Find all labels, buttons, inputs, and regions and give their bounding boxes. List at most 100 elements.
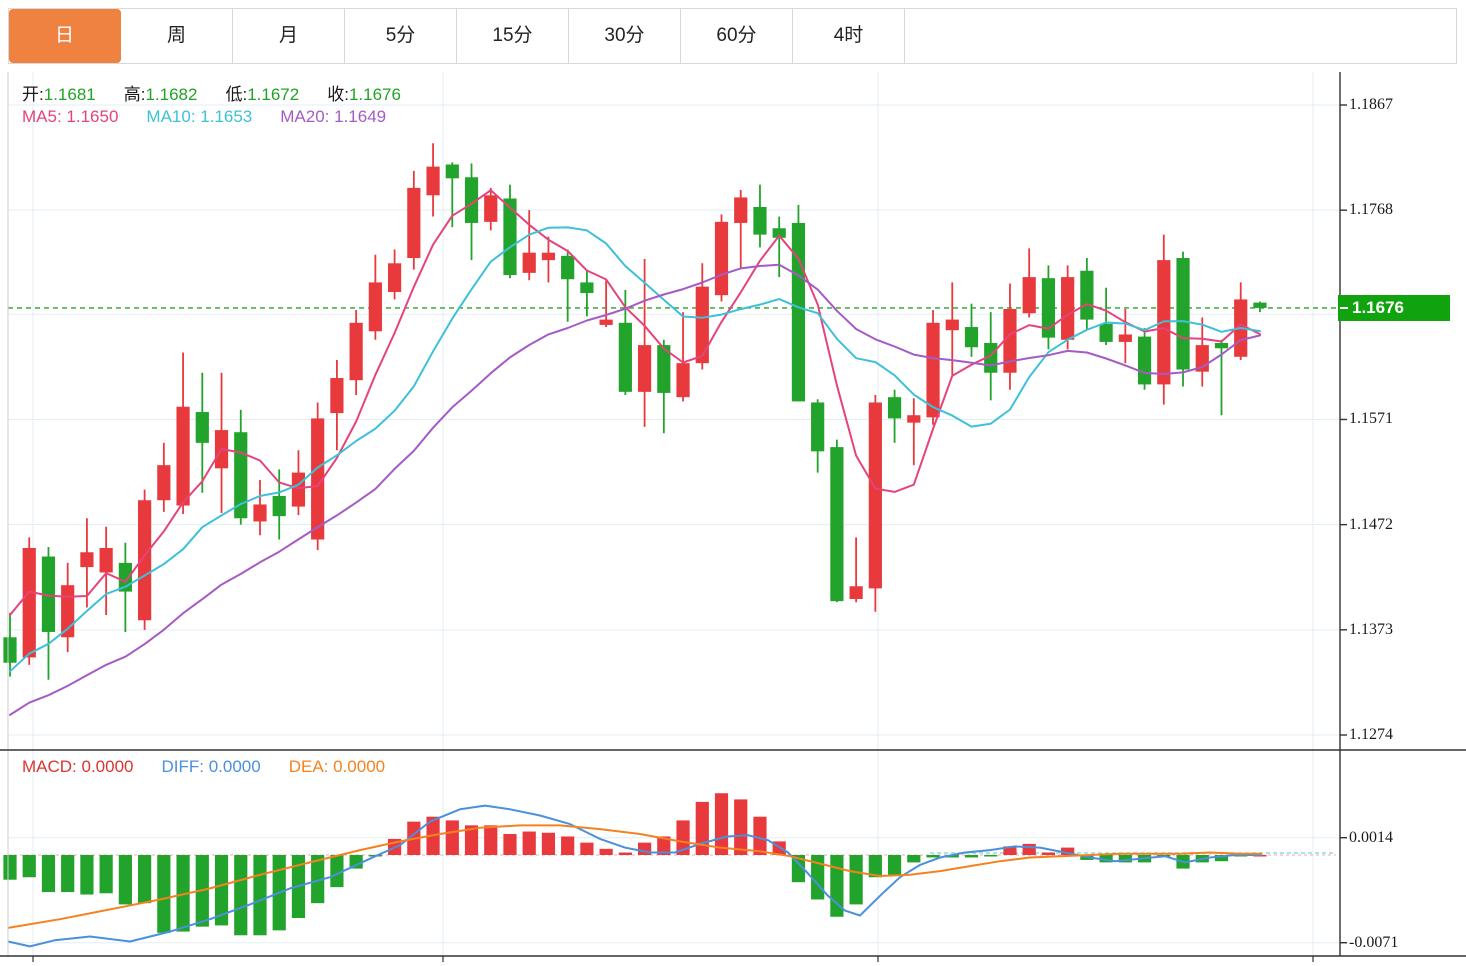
candle-body — [964, 327, 979, 348]
macd-bar — [99, 855, 113, 894]
price-tick-label: 1.1373 — [1349, 620, 1393, 638]
candle-body — [868, 402, 882, 589]
candle-body — [561, 255, 575, 280]
macd-bar — [734, 799, 748, 855]
candle-body — [176, 406, 190, 506]
tab-30min[interactable]: 30分 — [569, 9, 681, 63]
macd-dea-line — [7, 824, 1262, 929]
candle-body — [330, 378, 344, 414]
ma5-line — [9, 189, 1261, 616]
macd-item: MACD: 0.0000 — [22, 757, 134, 776]
macd-bar — [61, 855, 75, 893]
macd-bar — [22, 855, 36, 878]
candle-body — [580, 282, 594, 294]
candle-body — [522, 252, 536, 273]
candle-body — [791, 222, 806, 402]
candle-body — [157, 465, 171, 501]
candle-body — [1041, 278, 1056, 338]
macd-item: DEA: 0.0000 — [288, 757, 386, 776]
macd-bar — [214, 855, 229, 926]
candle-body — [195, 412, 209, 443]
candle-body — [1118, 334, 1132, 342]
macd-bar — [1214, 855, 1229, 862]
candle-body — [138, 500, 152, 621]
macd-bar — [3, 855, 17, 880]
candle-body — [368, 282, 382, 332]
tab-day[interactable]: 日 — [9, 9, 121, 63]
macd-bar — [311, 855, 325, 904]
tab-15min[interactable]: 15分 — [457, 9, 569, 63]
axes-layer — [0, 72, 1466, 962]
macd-bar — [964, 855, 979, 858]
macd-bar — [599, 848, 613, 855]
ohlc-item: 低:1.1672 — [225, 85, 300, 104]
macd-bar — [484, 825, 498, 855]
candle-body — [830, 447, 844, 602]
candle-body — [464, 177, 479, 223]
candle-body — [41, 556, 56, 632]
current-price-value: 1.1676 — [1352, 297, 1404, 317]
tab-week[interactable]: 周 — [121, 9, 233, 63]
macd-bar — [580, 842, 594, 855]
candle-body — [1099, 323, 1113, 342]
macd-bar — [907, 855, 921, 863]
price-tick-label: 1.1768 — [1349, 201, 1393, 219]
candle-body — [772, 228, 786, 238]
candle-body — [484, 195, 498, 222]
candle-body — [253, 504, 267, 522]
tab-month[interactable]: 月 — [233, 9, 345, 63]
candle-body — [426, 166, 440, 196]
candle-body — [1214, 342, 1229, 349]
macd-bar — [868, 855, 882, 878]
macd-bar — [1099, 855, 1113, 863]
candle-body — [1003, 308, 1017, 373]
tab-4hour[interactable]: 4时 — [793, 9, 905, 63]
candle-body — [234, 432, 248, 519]
candle-body — [676, 363, 690, 398]
candle-body — [657, 345, 671, 393]
candle-body — [637, 345, 652, 392]
macd-bar — [695, 801, 709, 855]
macd-bar — [1041, 852, 1056, 855]
macd-bar — [753, 816, 767, 855]
candle-body — [1022, 277, 1036, 314]
macd-bar — [349, 855, 363, 869]
candle-body — [311, 418, 325, 540]
candle-body — [1080, 270, 1094, 320]
macd-bar — [503, 833, 517, 855]
macd-bar — [445, 820, 459, 855]
candle-body — [734, 197, 748, 223]
candle-body — [503, 198, 517, 275]
macd-bar — [522, 831, 536, 855]
candle-body — [599, 319, 613, 325]
macd-bar — [1022, 843, 1036, 855]
macd-bar — [157, 855, 171, 933]
candle-body — [618, 322, 632, 392]
macd-diff-line — [7, 804, 1262, 948]
macd-bar — [138, 855, 152, 904]
ma-item: MA10: 1.1653 — [146, 107, 253, 126]
macd-bar — [330, 855, 344, 888]
candle-body — [61, 585, 75, 638]
tab-60min[interactable]: 60分 — [681, 9, 793, 63]
macd-bar — [234, 855, 248, 936]
macd-bar — [791, 855, 806, 883]
macd-readout-row: MACD: 0.0000 DIFF: 0.0000 DEA: 0.0000 — [22, 757, 413, 777]
ohlc-item: 开:1.1681 — [22, 85, 96, 104]
tab-5min[interactable]: 5分 — [345, 9, 457, 63]
candle-body — [695, 286, 709, 364]
candle-body — [541, 252, 556, 261]
macd-bar — [984, 855, 998, 857]
ma-item: MA20: 1.1649 — [280, 107, 387, 126]
macd-tick-label: 0.0014 — [1349, 828, 1393, 846]
macd-bar — [657, 836, 671, 855]
candle-body — [1137, 336, 1152, 385]
macd-bar — [561, 836, 575, 855]
candle-body — [22, 548, 36, 658]
macd-bar — [618, 852, 632, 855]
macd-bar — [945, 855, 959, 858]
macd-bar — [464, 825, 479, 855]
candle-body — [887, 397, 902, 419]
macd-bar — [849, 855, 863, 905]
